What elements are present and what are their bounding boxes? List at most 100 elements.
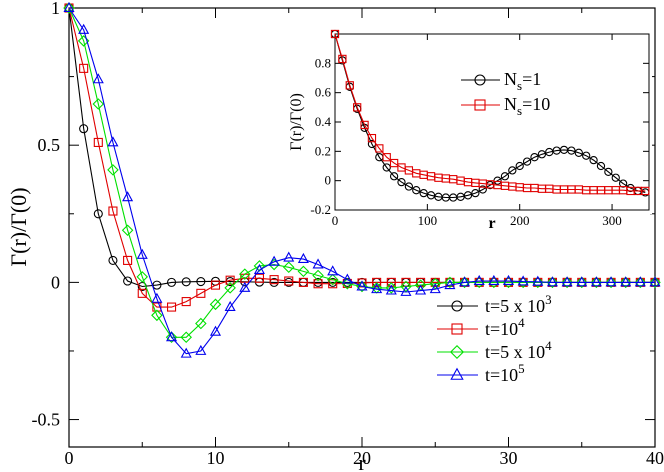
- main-series-3-point: [385, 284, 397, 295]
- inset-series-1-point: [641, 186, 650, 196]
- inset-x-axis-title: r: [488, 215, 495, 232]
- main-series-3-point: [195, 344, 207, 355]
- main-y-tick-label: 0.5: [38, 135, 61, 155]
- main-series-3-point: [268, 255, 280, 266]
- inset-background: [312, 26, 652, 214]
- inset-series-0-point: [582, 151, 591, 160]
- main-series-3-point: [312, 258, 324, 269]
- inset-series-0-point: [404, 182, 414, 191]
- main-series-2-point: [92, 98, 105, 110]
- main-series-0-point: [181, 277, 191, 287]
- main-series-3-point: [78, 23, 90, 34]
- main-series-3-point: [92, 73, 104, 84]
- inset-legend-marker-1: [474, 99, 486, 111]
- inset-series-0-point: [471, 188, 480, 198]
- main-series-3-point: [473, 274, 485, 285]
- main-series-2-point: [546, 276, 559, 289]
- inset-series-0-point: [567, 146, 576, 155]
- main-series-2-point: [136, 271, 149, 283]
- inset-series-0-point: [478, 185, 487, 194]
- main-series-3-point: [63, 1, 75, 12]
- main-series-3-point: [327, 265, 339, 276]
- main-series-2-point: [385, 282, 398, 294]
- main-series-1-point: [93, 137, 103, 147]
- inset-series-0-point: [389, 172, 399, 181]
- inset-series-line-1: [334, 33, 646, 192]
- inset-y-axis-title: Γ(r)/Γ(0): [288, 93, 305, 151]
- main-series-3-point: [488, 274, 500, 285]
- inset-series-0-point: [412, 186, 421, 195]
- main-series-1-point: [181, 297, 191, 307]
- inset-y-tick-label: 0.4: [315, 114, 332, 129]
- main-x-tick-label: 40: [646, 448, 664, 468]
- main-series-2-point: [107, 164, 119, 176]
- main-series-1-point: [210, 280, 221, 290]
- main-series-3-point: [590, 276, 602, 287]
- main-series-2-point: [341, 277, 354, 290]
- main-legend-label-2: t=5 x 104: [485, 338, 552, 362]
- main-series-2-point: [121, 224, 134, 237]
- main-series-3-point: [459, 276, 471, 287]
- inset-series-0-point: [574, 148, 583, 157]
- inset-x-tick-label: 300: [602, 213, 622, 228]
- main-series-3-point: [136, 248, 148, 259]
- inset-series-0-point: [611, 173, 620, 182]
- inset-y-tick-label: 0.2: [315, 143, 331, 158]
- inset-series-0-point: [618, 179, 628, 188]
- main-series-1-point: [79, 63, 89, 73]
- main-series-3-point: [429, 283, 441, 294]
- main-series-3-point: [122, 191, 134, 202]
- main-series-3-point: [356, 280, 368, 291]
- main-series-1-point: [269, 275, 279, 285]
- inset-series-1-point: [353, 103, 362, 112]
- main-series-3-point: [297, 252, 309, 264]
- main-series-0-point: [167, 277, 177, 287]
- main-y-tick-label: -0.5: [32, 410, 61, 430]
- main-series-3-point: [209, 325, 222, 336]
- main-series-3-point: [576, 276, 588, 287]
- inset-series-0-point: [522, 157, 532, 166]
- main-series-0-point: [79, 124, 89, 134]
- main-legend-label-0: t=5 x 103: [485, 292, 552, 316]
- main-series-2-point: [605, 276, 617, 289]
- main-legend-label-1: t=104: [485, 315, 525, 339]
- inset-legend-marker-0: [474, 74, 486, 86]
- main-series-2-point: [575, 276, 588, 289]
- main-series-2-point: [224, 282, 236, 294]
- main-series-1-point: [167, 302, 177, 312]
- main-series-2-point: [458, 276, 471, 289]
- main-series-3-point: [371, 283, 383, 294]
- main-series-3-point: [532, 275, 544, 286]
- main-series-group: [63, 1, 661, 358]
- main-x-tick-label: 0: [65, 448, 74, 468]
- main-x-tick-label: 10: [207, 448, 225, 468]
- inset-series-1-point: [367, 133, 377, 143]
- inset-series-1-point: [338, 54, 347, 64]
- inset-series-0-point: [604, 167, 613, 177]
- inset-series-0-point: [515, 161, 524, 171]
- main-series-0-point: [93, 209, 103, 219]
- main-y-tick-label: 1: [51, 0, 60, 18]
- main-series-3-point: [634, 276, 646, 287]
- main-legend-marker-1: [451, 323, 463, 335]
- main-series-3-point: [415, 284, 427, 295]
- inset-series-0-point: [382, 163, 391, 172]
- inset-series-0-point: [419, 188, 428, 198]
- main-y-tick-label: 0: [51, 272, 60, 292]
- inset-series-0-point: [500, 172, 510, 181]
- main-legend-marker-2: [449, 344, 465, 360]
- main-series-2-point: [165, 331, 178, 344]
- main-series-3-point: [649, 276, 661, 287]
- main-series-2-point: [297, 265, 310, 278]
- main-series-2-point: [517, 276, 529, 289]
- inset-series-0-point: [463, 191, 473, 200]
- main-series-2-point: [444, 276, 456, 289]
- main-series-3-point: [224, 300, 236, 312]
- inset-y-tick-label: -0.2: [310, 202, 331, 217]
- main-series-3-point: [546, 276, 558, 287]
- main-y-axis-title: Γ(r)/Γ(0): [6, 187, 31, 266]
- inset-ticks: [334, 34, 649, 211]
- main-x-axis-title: r: [358, 450, 366, 472]
- inset-series-0-point: [589, 155, 598, 165]
